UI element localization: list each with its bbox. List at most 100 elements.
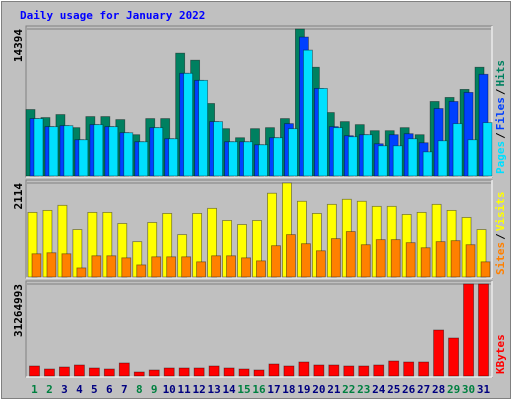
x-tick-label: 8 [136, 383, 143, 396]
bar [283, 365, 295, 377]
legend-separator: / [494, 88, 507, 95]
legend-entry: Sites [494, 242, 507, 275]
legend-entry: Files [494, 97, 507, 130]
x-tick-label: 12 [193, 383, 206, 396]
bar [330, 238, 341, 278]
bar [181, 256, 192, 278]
x-tick-label: 11 [178, 383, 192, 396]
bar [388, 360, 400, 377]
x-tick-label: 10 [163, 383, 176, 396]
panel [25, 280, 493, 378]
bar [375, 239, 386, 278]
x-tick-label: 6 [106, 383, 113, 396]
bar [273, 137, 283, 177]
bar [138, 141, 149, 177]
bar [88, 367, 100, 377]
bar [163, 367, 175, 377]
bar [31, 253, 42, 278]
bar [392, 145, 403, 177]
bar [193, 367, 205, 377]
chart-title: Daily usage for January 2022 [20, 9, 205, 22]
bar [103, 368, 115, 377]
y-tick-label: 31264993 [12, 284, 25, 337]
x-tick-label: 20 [312, 383, 325, 396]
legend-separator: / [494, 132, 507, 139]
bar [76, 267, 87, 278]
legend-entry: Hits [494, 60, 507, 87]
bar [136, 264, 147, 278]
bar [241, 257, 251, 278]
bar [482, 122, 493, 177]
x-tick-label: 4 [76, 383, 83, 396]
bar [433, 329, 445, 377]
bar [405, 242, 416, 278]
legend-separator: / [494, 233, 507, 240]
bar [148, 369, 160, 377]
bar [93, 124, 104, 177]
legend-entry: KBytes [494, 334, 507, 374]
x-tick-label: 17 [267, 383, 280, 396]
x-tick-label: 1 [31, 383, 38, 396]
x-tick-label: 21 [327, 383, 341, 396]
legend: Sites /Visits [494, 192, 507, 276]
bar [271, 245, 281, 278]
bar [198, 79, 209, 177]
bar [196, 261, 207, 278]
bar [343, 365, 355, 377]
bar [315, 250, 326, 278]
bar [418, 361, 430, 377]
bar [223, 367, 235, 377]
x-tick-label: 18 [282, 383, 295, 396]
bar [362, 134, 373, 177]
bar [78, 139, 89, 177]
x-tick-label: 28 [432, 383, 445, 396]
bar [33, 118, 44, 177]
y-tick-label: 2114 [12, 183, 25, 210]
bar [345, 231, 356, 278]
x-tick-label: 7 [121, 383, 128, 396]
bar [133, 371, 145, 377]
bar [268, 363, 280, 377]
bar [226, 255, 236, 278]
bar [183, 72, 194, 177]
bar [108, 126, 119, 177]
bar [73, 364, 85, 377]
x-tick-label: 27 [417, 383, 430, 396]
bar [452, 123, 463, 177]
x-tick-label: 14 [222, 383, 236, 396]
bar [328, 364, 340, 377]
bar [332, 127, 343, 177]
bar [317, 87, 328, 177]
bar [208, 365, 220, 377]
bar [448, 337, 459, 377]
bar [358, 365, 370, 377]
bar [288, 128, 298, 177]
bar [435, 241, 446, 278]
bar [450, 240, 461, 278]
bar [123, 132, 134, 177]
x-tick-label: 25 [387, 383, 400, 396]
x-tick-label: 31 [477, 383, 491, 396]
x-tick-label: 24 [372, 383, 386, 396]
bar [463, 283, 474, 377]
x-tick-label: 16 [252, 383, 266, 396]
x-tick-label: 22 [342, 383, 355, 396]
bar [420, 247, 431, 278]
bar [166, 256, 177, 278]
bar [46, 252, 57, 278]
y-tick-label: 14394 [12, 29, 25, 62]
bar [313, 364, 325, 377]
bar [301, 243, 311, 278]
bar [403, 361, 415, 377]
x-tick-label: 3 [61, 383, 68, 396]
bar [347, 136, 358, 177]
bar [298, 361, 310, 377]
bar [118, 362, 130, 377]
bar [29, 365, 40, 377]
bar [360, 244, 371, 278]
x-tick-label: 30 [462, 383, 475, 396]
bar [168, 138, 179, 177]
x-tick-label: 19 [297, 383, 310, 396]
x-tick-label: 26 [402, 383, 416, 396]
bar [59, 366, 70, 377]
